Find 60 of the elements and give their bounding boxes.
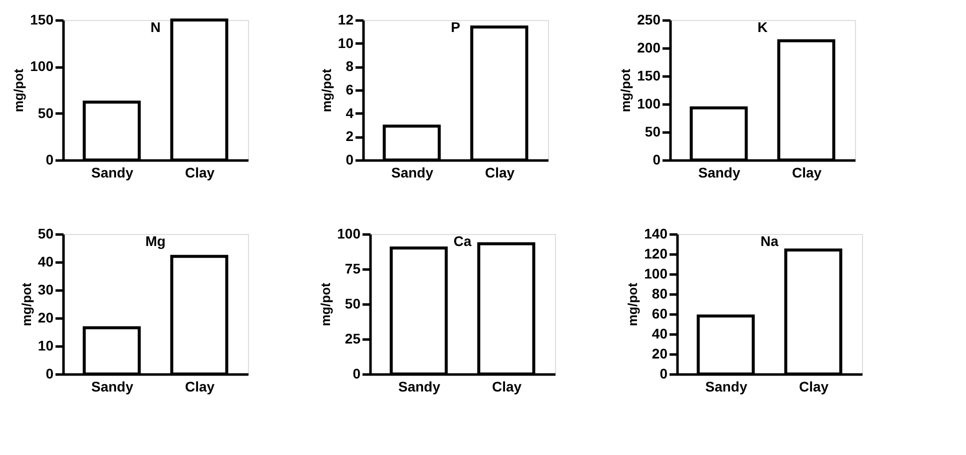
y-tick-label: 10 [338,34,354,51]
x-tick-label: Clay [798,378,829,394]
y-tick-label: 250 [637,12,661,28]
x-tick-label: Sandy [398,378,440,394]
y-tick-label: 4 [346,104,354,121]
x-tick-label: Sandy [391,164,434,180]
chart-title: N [150,19,161,35]
y-tick-label: 0 [352,366,361,382]
y-tick-label: 150 [637,68,661,84]
x-tick-label: Clay [484,164,515,180]
y-tick-label: 10 [38,338,54,354]
y-tick-label: 6 [346,82,354,98]
y-tick-label: 12 [338,12,354,28]
y-tick-label: 120 [644,246,668,262]
y-tick-label: 20 [652,346,668,362]
y-tick-label: 2 [346,128,354,144]
y-tick-label: 0 [346,152,354,168]
y-tick-label: 40 [652,326,668,342]
y-tick-label: 50 [344,296,361,312]
y-tick-label: 150 [30,12,54,28]
y-tick-label: 140 [644,226,668,242]
y-axis-title: mg/pot [18,282,34,326]
y-tick-label: 80 [652,286,668,302]
y-tick-label: 60 [652,306,668,322]
y-axis-title: mg/pot [618,68,634,112]
y-tick-label: 50 [644,124,661,140]
y-tick-label: 200 [637,40,661,56]
x-tick-label: Clay [792,164,822,180]
chart-title: P [450,19,460,35]
y-axis-title: mg/pot [11,68,26,112]
y-tick-label: 0 [652,152,661,168]
chart-title: Mg [145,233,166,249]
x-tick-label: Clay [184,378,215,394]
x-tick-label: Sandy [705,378,748,394]
y-tick-label: 100 [644,266,668,282]
y-tick-label: 100 [637,96,661,112]
y-tick-label: 40 [38,254,54,270]
chart-title: K [757,19,768,35]
y-tick-label: 100 [337,226,361,242]
y-tick-label: 0 [46,366,54,382]
y-tick-label: 0 [660,366,668,382]
y-tick-label: 25 [344,330,361,346]
y-tick-label: 20 [38,310,54,326]
y-axis-title: mg/pot [625,282,640,326]
y-tick-label: 50 [38,226,54,242]
x-tick-label: Clay [492,378,522,394]
x-tick-label: Sandy [698,164,740,180]
y-tick-label: 50 [38,104,54,121]
chart-title: Ca [454,233,472,249]
y-tick-label: 0 [46,152,54,168]
y-tick-label: 30 [38,282,54,298]
y-axis-title: mg/pot [318,68,334,112]
y-tick-label: 75 [344,260,361,276]
x-tick-label: Clay [184,164,215,180]
x-tick-label: Sandy [91,378,134,394]
chart-title: Na [760,233,779,249]
y-tick-label: 8 [346,58,354,74]
x-tick-label: Sandy [91,164,134,180]
y-axis-title: mg/pot [318,282,334,326]
y-tick-label: 100 [30,58,54,74]
